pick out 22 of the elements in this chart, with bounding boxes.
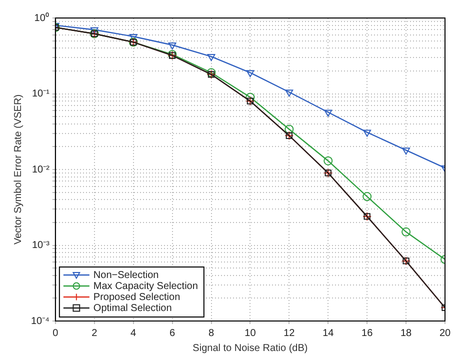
y-tick-label: 10⁻³	[32, 240, 50, 251]
y-tick-label: 10⁰	[34, 12, 50, 24]
x-tick-label: 4	[130, 328, 137, 339]
y-tick-label: 10⁻²	[32, 164, 50, 176]
x-tick-label: 16	[362, 328, 374, 339]
x-tick-label: 14	[322, 328, 334, 339]
x-tick-label: 10	[244, 328, 256, 339]
y-axis-title: Vector Symbol Error Rate (VSER)	[12, 94, 24, 245]
x-axis-title: Signal to Noise Ratio (dB)	[192, 342, 308, 354]
y-tick-label: 10⁻¹	[32, 88, 50, 100]
legend-label: Proposed Selection	[93, 292, 180, 303]
x-tick-label: 12	[284, 328, 296, 339]
x-tick-label: 6	[170, 328, 176, 339]
x-tick-label: 20	[439, 328, 451, 339]
y-tick-label: 10⁻⁴	[31, 316, 50, 327]
legend-label: Max Capacity Selection	[93, 280, 198, 292]
x-tick-label: 0	[52, 328, 59, 339]
legend-label: Optimal Selection	[93, 302, 172, 314]
x-tick-label: 8	[208, 328, 214, 339]
x-tick-label: 18	[400, 328, 412, 339]
legend-label: Non−Selection	[93, 270, 159, 281]
x-tick-label: 2	[92, 328, 98, 339]
